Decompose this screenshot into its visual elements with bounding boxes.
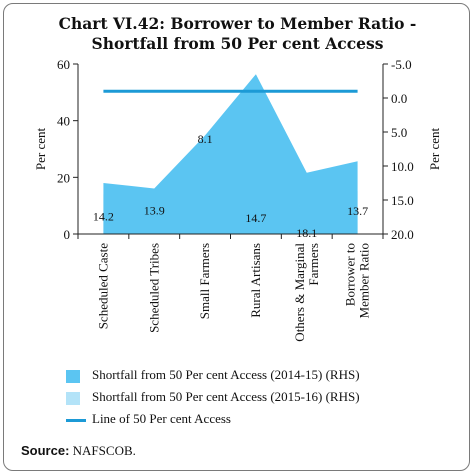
right-tick-label: -5.0 — [391, 57, 412, 72]
chart-frame — [3, 3, 470, 471]
category-label: Small Farmers — [197, 243, 212, 319]
right-tick-label: 15.0 — [391, 193, 414, 208]
category-label: Rural Artisans — [248, 243, 263, 318]
chart-title-line-2: Shortfall from 50 Per cent Access — [91, 34, 384, 53]
category-label: Scheduled Tribes — [146, 243, 161, 333]
chart-title-line-1: Chart VI.42: Borrower to Member Ratio - — [58, 14, 417, 33]
left-tick-label: 20 — [57, 170, 70, 185]
left-tick-label: 0 — [64, 227, 71, 242]
category-label-line: Others & Marginal — [292, 243, 307, 342]
legend-swatch-2015-16 — [66, 392, 80, 405]
right-tick-label: 20.0 — [391, 227, 414, 242]
legend-item-2014-15: Shortfall from 50 Per cent Access (2014-… — [66, 366, 466, 388]
right-tick-label: 0.0 — [391, 91, 407, 106]
category-label-line: Scheduled Caste — [95, 243, 110, 330]
legend-item-50-line: Line of 50 Per cent Access — [66, 410, 466, 432]
legend-label-2014-15: Shortfall from 50 Per cent Access (2014-… — [92, 367, 360, 382]
category-label-line: Farmers — [306, 243, 321, 286]
legend: Shortfall from 50 Per cent Access (2014-… — [66, 366, 466, 432]
data-label-2015-16: 14.2 — [93, 210, 114, 224]
right-axis-title: Per cent — [427, 127, 442, 170]
data-label-2015-16: 13.7 — [347, 204, 368, 218]
data-label-2015-16: 18.1 — [296, 226, 317, 240]
data-label-2015-16: 8.1 — [198, 132, 213, 146]
legend-swatch-50-line — [66, 419, 86, 422]
source-note: Source: NAFSCOB. — [21, 443, 136, 459]
category-label-line: Small Farmers — [197, 243, 212, 319]
right-tick-label: 10.0 — [391, 159, 414, 174]
right-tick-label: 5.0 — [391, 125, 407, 140]
source-label: Source: — [21, 443, 70, 458]
category-label: Others & MarginalFarmers — [292, 243, 321, 342]
legend-item-2015-16: Shortfall from 50 Per cent Access (2015-… — [66, 388, 466, 410]
category-label: Borrower toMember Ratio — [343, 243, 372, 318]
category-label: Scheduled Caste — [95, 243, 110, 330]
legend-swatch-2014-15 — [66, 370, 80, 383]
left-tick-label: 60 — [57, 57, 70, 72]
source-text: NAFSCOB. — [72, 443, 136, 458]
data-label-2015-16: 14.7 — [245, 211, 266, 225]
category-label-line: Scheduled Tribes — [146, 243, 161, 333]
category-label-line: Borrower to — [343, 243, 358, 306]
category-label-line: Member Ratio — [357, 243, 372, 318]
chart-title: Chart VI.42: Borrower to Member Ratio - … — [0, 14, 475, 54]
left-axis-title: Per cent — [33, 127, 48, 170]
legend-label-50-line: Line of 50 Per cent Access — [92, 411, 231, 426]
left-tick-label: 40 — [57, 114, 70, 129]
data-label-2015-16: 13.9 — [144, 204, 165, 218]
category-label-line: Rural Artisans — [248, 243, 263, 318]
area-series-2014-15 — [103, 74, 358, 234]
legend-label-2015-16: Shortfall from 50 Per cent Access (2015-… — [92, 389, 360, 404]
